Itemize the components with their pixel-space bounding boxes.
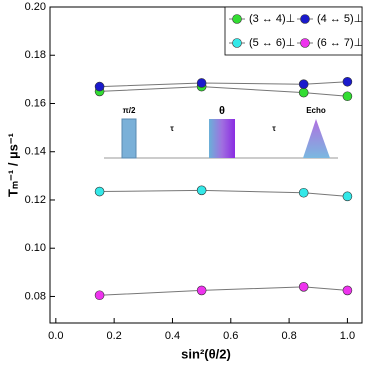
x-tick-label: 0.6 (223, 330, 238, 342)
legend-marker (232, 14, 242, 24)
plot-frame (49, 6, 363, 324)
x-axis-label: sin²(θ/2) (181, 346, 231, 361)
x-tick-label: 0.2 (107, 330, 122, 342)
y-axis-label: Tₘ⁻¹ / µs⁻¹ (5, 133, 20, 197)
point (94, 81, 105, 92)
legend-marker (300, 14, 310, 24)
point (298, 187, 309, 198)
echo (303, 119, 330, 158)
y-tick-label: 0.14 (25, 146, 46, 158)
annotation: π/2 (123, 106, 136, 115)
point (298, 87, 309, 98)
legend-label: (4 ↔ 5)⊥ (317, 13, 363, 25)
x-tick-label: 0.8 (281, 330, 296, 342)
series-line (99, 81, 348, 88)
y-tick-label: 0.10 (25, 242, 46, 254)
annotation: τ (170, 124, 174, 133)
point (342, 76, 353, 87)
point (298, 282, 309, 292)
point (342, 191, 353, 202)
y-tick-label: 0.20 (25, 1, 46, 13)
point (196, 78, 207, 88)
y-tick-label: 0.18 (25, 49, 46, 61)
pulse (209, 119, 235, 158)
legend-marker (232, 38, 242, 48)
point (342, 91, 353, 102)
x-tick-label: 0.4 (165, 330, 180, 342)
point (196, 185, 207, 196)
point (298, 79, 309, 89)
pulse-diagram: π/2 τ θ τ Echo (104, 105, 338, 159)
annotation: τ (272, 124, 276, 133)
annotation: θ (219, 105, 225, 117)
y-tick-label: 0.12 (25, 194, 46, 206)
x-tick-label: 1.0 (340, 330, 355, 342)
point (94, 186, 105, 197)
series-line (99, 189, 348, 197)
point (342, 285, 353, 296)
annotation: Echo (306, 106, 326, 115)
y-tick-label: 0.16 (25, 97, 46, 109)
pulse (121, 118, 137, 159)
y-tick-label: 0.08 (25, 290, 46, 302)
legend-label: (5 ↔ 6)⊥ (249, 37, 295, 49)
legend (224, 6, 363, 56)
legend-label: (3 ↔ 4)⊥ (249, 13, 295, 25)
legend-marker (300, 38, 310, 48)
series-line (99, 86, 348, 97)
series-line (99, 286, 348, 296)
x-tick-label: 0.0 (48, 330, 63, 342)
point (94, 290, 105, 301)
point (196, 285, 207, 296)
legend-label: (6 ↔ 7)⊥ (317, 37, 363, 49)
